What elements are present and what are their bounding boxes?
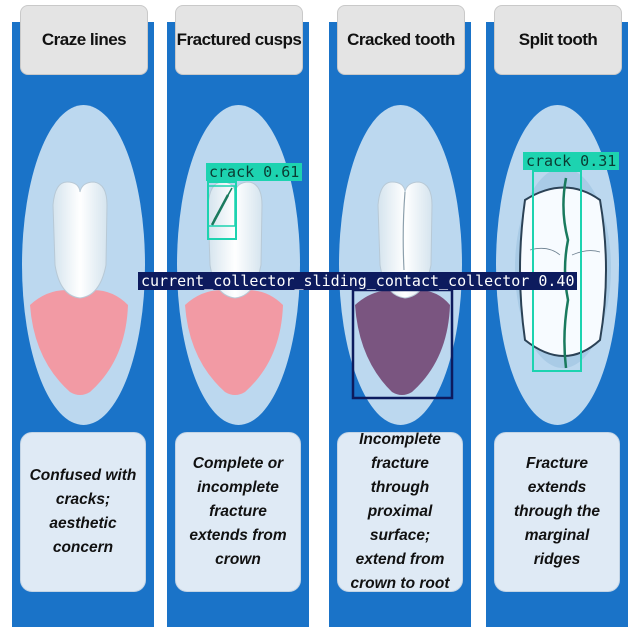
detection-label-crack-1: crack 0.61 (206, 163, 303, 181)
panel-title: Split tooth (494, 5, 622, 75)
panel-caption: Complete or incomplete fracture extends … (175, 432, 301, 592)
detection-box-collector (351, 288, 454, 400)
detection-box-crack-2 (532, 170, 582, 372)
panel-title: Craze lines (20, 5, 148, 75)
detection-label-collector: current_collector_sliding_contact_collec… (138, 272, 578, 290)
panel-caption: Fracture extends through the marginal ri… (494, 432, 620, 592)
panel-caption: Incomplete fracture through proximal sur… (337, 431, 463, 592)
detection-box-crack-1-inner (207, 185, 236, 227)
tooth-cracked (355, 181, 450, 395)
tooth-craze (30, 181, 128, 395)
panel-caption: Confused with cracks; aesthetic concern (20, 432, 146, 592)
panel-title: Fractured cusps (175, 5, 303, 75)
tooth-split (515, 168, 611, 369)
panel-title: Cracked tooth (337, 5, 465, 75)
detection-label-crack-2: crack 0.31 (523, 152, 620, 170)
